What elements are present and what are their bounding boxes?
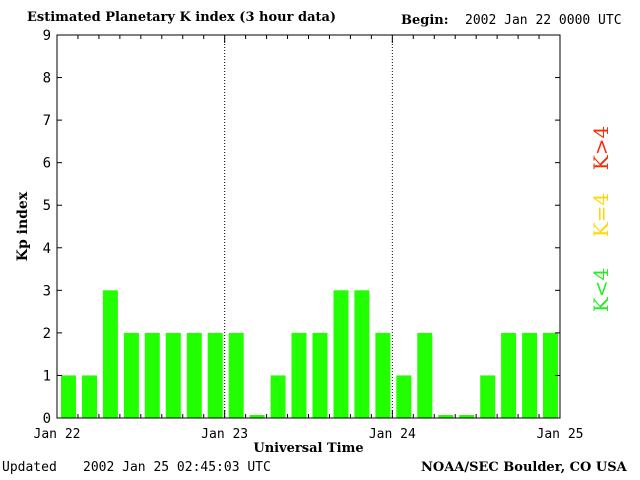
kp-bar bbox=[354, 290, 370, 418]
begin-value: 2002 Jan 22 0000 UTC bbox=[465, 13, 622, 28]
x-axis-label: Universal Time bbox=[253, 441, 363, 456]
kp-bar bbox=[522, 332, 538, 418]
kp-bar bbox=[228, 332, 244, 418]
legend-entry: K<4 bbox=[589, 268, 613, 312]
kp-bar bbox=[270, 375, 286, 418]
kp-bar bbox=[123, 332, 139, 418]
y-tick-label: 6 bbox=[43, 156, 51, 172]
kp-bar bbox=[186, 332, 202, 418]
y-axis-label: Kp index bbox=[15, 191, 31, 261]
kp-bar bbox=[459, 415, 475, 418]
kp-bar bbox=[543, 332, 558, 418]
y-tick-label: 8 bbox=[43, 71, 51, 87]
kp-bar bbox=[396, 375, 412, 418]
x-tick-label: Jan 25 bbox=[537, 427, 584, 442]
x-tick-label: Jan 23 bbox=[201, 427, 248, 442]
kp-bar bbox=[207, 332, 223, 418]
y-tick-label: 0 bbox=[43, 411, 51, 427]
kp-bar bbox=[417, 332, 433, 418]
y-tick-label: 4 bbox=[43, 241, 51, 257]
credit-text: NOAA/SEC Boulder, CO USA bbox=[421, 460, 627, 475]
updated-label: Updated bbox=[2, 460, 57, 475]
kp-bar bbox=[102, 290, 118, 418]
legend-entry: K=4 bbox=[589, 193, 613, 237]
x-tick-label: Jan 22 bbox=[34, 427, 81, 442]
y-tick-label: 2 bbox=[43, 326, 51, 342]
kp-bar bbox=[82, 375, 97, 418]
y-tick-label: 7 bbox=[43, 113, 51, 129]
kp-bar bbox=[165, 332, 181, 418]
x-tick-label: Jan 24 bbox=[369, 427, 416, 442]
kp-bar bbox=[333, 290, 349, 418]
begin-label: Begin: bbox=[401, 13, 449, 28]
updated-value: 2002 Jan 25 02:45:03 UTC bbox=[83, 460, 271, 475]
kp-bar bbox=[291, 332, 307, 418]
legend-entry: K>4 bbox=[589, 126, 613, 170]
kp-bar bbox=[480, 375, 496, 418]
kp-bar bbox=[312, 332, 328, 418]
y-tick-label: 3 bbox=[43, 283, 51, 299]
axes-group bbox=[56, 34, 561, 419]
kp-bar bbox=[144, 332, 160, 418]
y-tick-label: 5 bbox=[43, 198, 51, 214]
y-tick-label: 9 bbox=[43, 28, 51, 44]
legend-group: K>4 K=4 K<4 bbox=[589, 126, 613, 312]
kp-bar bbox=[501, 332, 517, 418]
labels-group: 0 1 2 3 4 5 6 7 8 9 Jan 22 Jan 23 Jan 24 Jan 25 Univer… bbox=[15, 28, 583, 456]
kp-bar bbox=[375, 332, 391, 418]
y-tick-label: 1 bbox=[43, 368, 51, 384]
kp-bar bbox=[61, 375, 76, 418]
chart-title: Estimated Planetary K index (3 hour data… bbox=[27, 10, 337, 25]
bars-group bbox=[61, 290, 558, 418]
kp-bar bbox=[249, 415, 265, 418]
kp-bar bbox=[438, 415, 454, 418]
